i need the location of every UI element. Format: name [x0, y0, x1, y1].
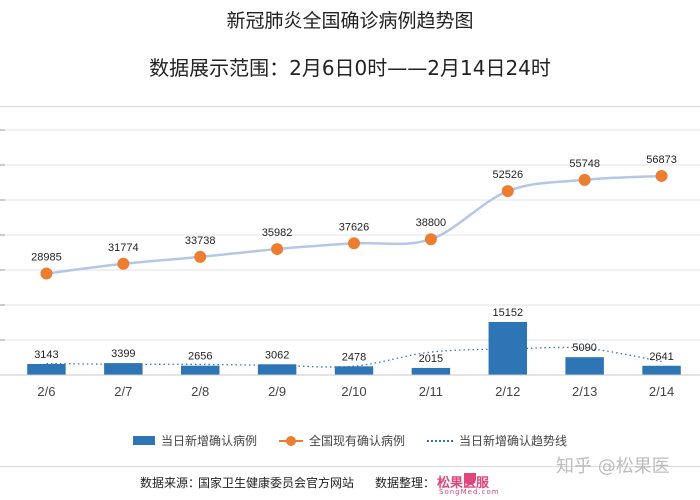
line-data-label: 33738 — [185, 235, 216, 247]
legend-dotted-swatch — [427, 439, 453, 442]
line-data-label: 52526 — [492, 169, 523, 181]
x-tick-label: 2/13 — [572, 384, 597, 399]
source-label: 数据来源： — [140, 476, 201, 490]
organizer-logo: 松果医服 SongMed.com — [437, 468, 503, 496]
legend-item-trendline: 当日新增确认趋势线 — [427, 432, 567, 449]
chart-title: 新冠肺炎全国确诊病例趋势图 — [226, 10, 474, 32]
bar-data-label: 2656 — [188, 351, 212, 363]
x-tick-label: 2/12 — [495, 384, 520, 399]
legend-bar-swatch — [132, 436, 155, 445]
logo-text: 松果医服 — [437, 476, 490, 491]
line-data-label: 37626 — [339, 221, 370, 233]
line-data-label: 55748 — [569, 158, 600, 170]
bar — [334, 366, 374, 375]
bar — [642, 365, 681, 375]
x-tick-label: 2/14 — [649, 384, 674, 399]
bar — [104, 363, 143, 375]
x-tick-label: 2/11 — [419, 384, 443, 399]
legend-item-new-cases: 当日新增确认病例 — [132, 432, 257, 449]
chart-subtitle: 数据展示范围：2月6日0时——2月14日24时 — [149, 56, 551, 80]
bar — [27, 363, 66, 375]
line-point — [117, 257, 130, 270]
bar-data-label: 15152 — [492, 307, 523, 319]
legend-label: 全国现有确认病例 — [308, 434, 405, 448]
bar — [488, 321, 527, 375]
legend-label: 当日新增确认病例 — [160, 434, 257, 448]
line-data-label: 28985 — [31, 252, 62, 264]
line-data-label: 35982 — [262, 227, 293, 239]
organizer-label: 数据整理： — [375, 476, 436, 490]
watermark: 知乎 @松果医 — [556, 456, 670, 477]
x-tick-label: 2/10 — [341, 384, 366, 399]
line-point — [194, 250, 207, 263]
x-tick-label: 2/9 — [268, 384, 286, 399]
source-value: 国家卫生健康委员会官方网站 — [198, 476, 355, 490]
chart-legend: 当日新增确认病例 全国现有确认病例 当日新增确认趋势线 — [0, 432, 700, 449]
bar-data-label: 3062 — [265, 349, 289, 361]
logo-subtext: SongMed.com — [439, 488, 500, 496]
bar — [257, 364, 297, 375]
bar-data-label: 2641 — [649, 351, 673, 363]
legend-item-existing-cases: 全国现有确认病例 — [278, 432, 405, 449]
bar — [181, 365, 220, 375]
x-tick-label: 2/6 — [37, 384, 55, 399]
trendline — [46, 346, 662, 368]
line-point — [424, 233, 437, 246]
line-point — [655, 169, 668, 182]
x-tick-label: 2/8 — [191, 384, 209, 399]
bar-data-label: 2015 — [419, 353, 443, 365]
bar-data-label: 3399 — [111, 348, 135, 360]
cup-icon — [464, 473, 476, 485]
bar-data-label: 2478 — [342, 351, 366, 363]
bar — [411, 367, 451, 375]
line-data-label: 38800 — [416, 217, 447, 229]
line-point — [40, 267, 53, 280]
line-point — [271, 243, 284, 256]
line-data-label: 31774 — [108, 242, 139, 254]
x-tick-label: 2/7 — [114, 384, 132, 399]
bar — [565, 357, 604, 375]
legend-line-swatch — [278, 435, 303, 446]
bar-data-label: 5090 — [572, 342, 596, 354]
line-point — [578, 173, 591, 186]
line-point — [348, 237, 360, 250]
legend-label: 当日新增确认趋势线 — [459, 434, 568, 448]
divider — [0, 466, 700, 467]
divider — [0, 106, 700, 107]
line-data-label: 56873 — [646, 154, 677, 166]
bar-data-label: 3143 — [34, 349, 58, 361]
line-point — [501, 185, 514, 198]
